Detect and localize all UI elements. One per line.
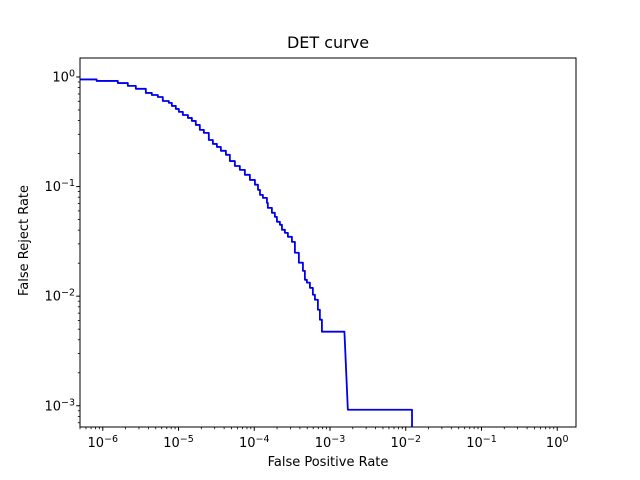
- x-tick-label: 10−1: [466, 434, 497, 451]
- x-tick-label: 10−5: [163, 434, 194, 451]
- x-axis-major-ticks: 10−6 10−5 10−4 10−3 10−2 10−1 100: [88, 427, 569, 451]
- det-curve-line: [80, 78, 413, 427]
- x-axis-label: False Positive Rate: [267, 455, 389, 470]
- y-tick-label: 10−3: [44, 397, 75, 414]
- x-tick-label: 100: [546, 434, 569, 451]
- x-tick-label: 10−2: [390, 434, 421, 451]
- x-tick-label: 10−6: [88, 434, 119, 451]
- y-tick-label: 10−2: [44, 288, 75, 305]
- y-tick-label: 10−1: [44, 178, 75, 195]
- x-tick-label: 10−3: [315, 434, 346, 451]
- chart-title: DET curve: [286, 33, 370, 52]
- axes-frame: [79, 57, 577, 428]
- x-tick-label: 10−4: [239, 434, 270, 451]
- y-axis-major-ticks: 100 10−1 10−2 10−3: [44, 68, 80, 414]
- y-axis-label: False Reject Rate: [17, 184, 32, 296]
- y-tick-label: 100: [52, 68, 75, 85]
